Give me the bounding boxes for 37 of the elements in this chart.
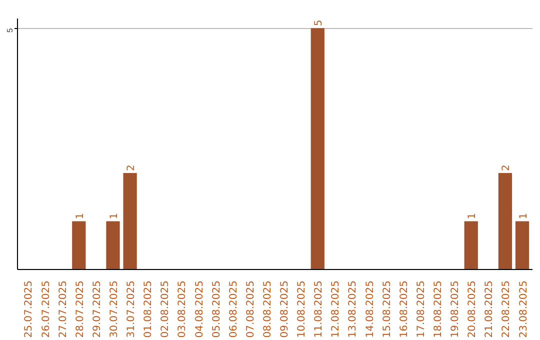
- x-tick-label: 03.08.2025: [177, 280, 188, 338]
- data-label: 2: [501, 164, 512, 171]
- x-tick-label: 28.07.2025: [74, 280, 86, 338]
- x-tick-label: 02.08.2025: [160, 280, 172, 338]
- x-tick-label: 17.08.2025: [416, 280, 427, 338]
- x-tick-label: 27.07.2025: [58, 280, 69, 338]
- x-tick-label: 30.07.2025: [108, 280, 120, 338]
- x-tick-label: 18.08.2025: [433, 280, 444, 338]
- x-tick-label: 31.07.2025: [126, 280, 138, 338]
- data-label: 1: [108, 212, 120, 220]
- x-tick-label: 01.08.2025: [143, 280, 154, 338]
- x-tick-label: 05.08.2025: [211, 280, 222, 338]
- data-label: 5: [314, 20, 325, 26]
- x-tick-label: 22.08.2025: [501, 280, 512, 338]
- x-tick-label: 10.08.2025: [296, 280, 308, 338]
- x-tick-label: 13.08.2025: [348, 280, 359, 338]
- x-tick-label: 11.08.2025: [314, 280, 325, 338]
- data-label: 1: [467, 212, 478, 220]
- x-tick-label: 26.07.2025: [40, 280, 52, 338]
- x-tick-label: 08.08.2025: [262, 280, 274, 338]
- x-tick-label: 04.08.2025: [194, 280, 206, 338]
- x-tick-label: 23.08.2025: [518, 280, 530, 338]
- x-tick-label: 07.08.2025: [245, 280, 256, 338]
- data-label: 2: [126, 164, 138, 171]
- x-tick-label: 29.07.2025: [92, 280, 103, 338]
- x-tick-label: 09.08.2025: [280, 280, 291, 338]
- x-tick-label: 20.08.2025: [467, 280, 478, 338]
- x-tick-label: 19.08.2025: [450, 280, 462, 338]
- x-tick-label: 15.08.2025: [382, 280, 393, 338]
- data-label: 1: [74, 212, 86, 220]
- x-tick-label: 14.08.2025: [364, 280, 376, 338]
- x-tick-label: 25.07.2025: [24, 280, 35, 338]
- x-tick-label: 06.08.2025: [228, 280, 240, 338]
- x-tick-label: 16.08.2025: [398, 280, 410, 338]
- data-label: 1: [518, 212, 530, 220]
- x-tick-label: 21.08.2025: [484, 280, 496, 338]
- x-tick-label: 12.08.2025: [330, 280, 342, 338]
